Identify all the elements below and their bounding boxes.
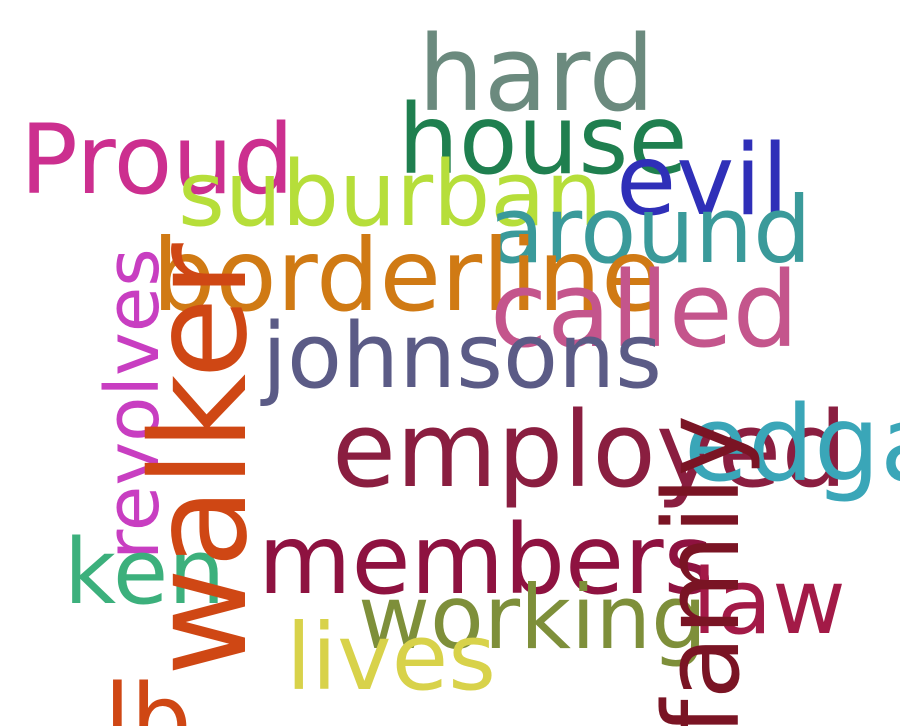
word-called: called <box>490 249 799 371</box>
word-corner: lb <box>104 664 192 726</box>
word-house: house <box>398 84 688 196</box>
word-edgar: edgar <box>684 383 900 505</box>
word-hard: hard <box>418 13 655 135</box>
word-evil: evil <box>616 124 789 238</box>
word-members: members <box>258 504 714 616</box>
word-proud: Proud <box>20 104 295 216</box>
word-johnsons: johnsons <box>262 304 663 409</box>
word-around: around <box>488 177 812 284</box>
word-employed: employed <box>332 389 848 511</box>
word-borderline: borderline <box>152 217 663 334</box>
word-ken: ken <box>64 520 226 625</box>
word-family: family <box>641 415 763 726</box>
word-walker: walker <box>123 243 277 676</box>
word-suburban: suburban <box>178 142 603 247</box>
word-working: working <box>358 566 708 669</box>
word-lives: lives <box>286 604 497 711</box>
word-law: law <box>692 550 846 655</box>
